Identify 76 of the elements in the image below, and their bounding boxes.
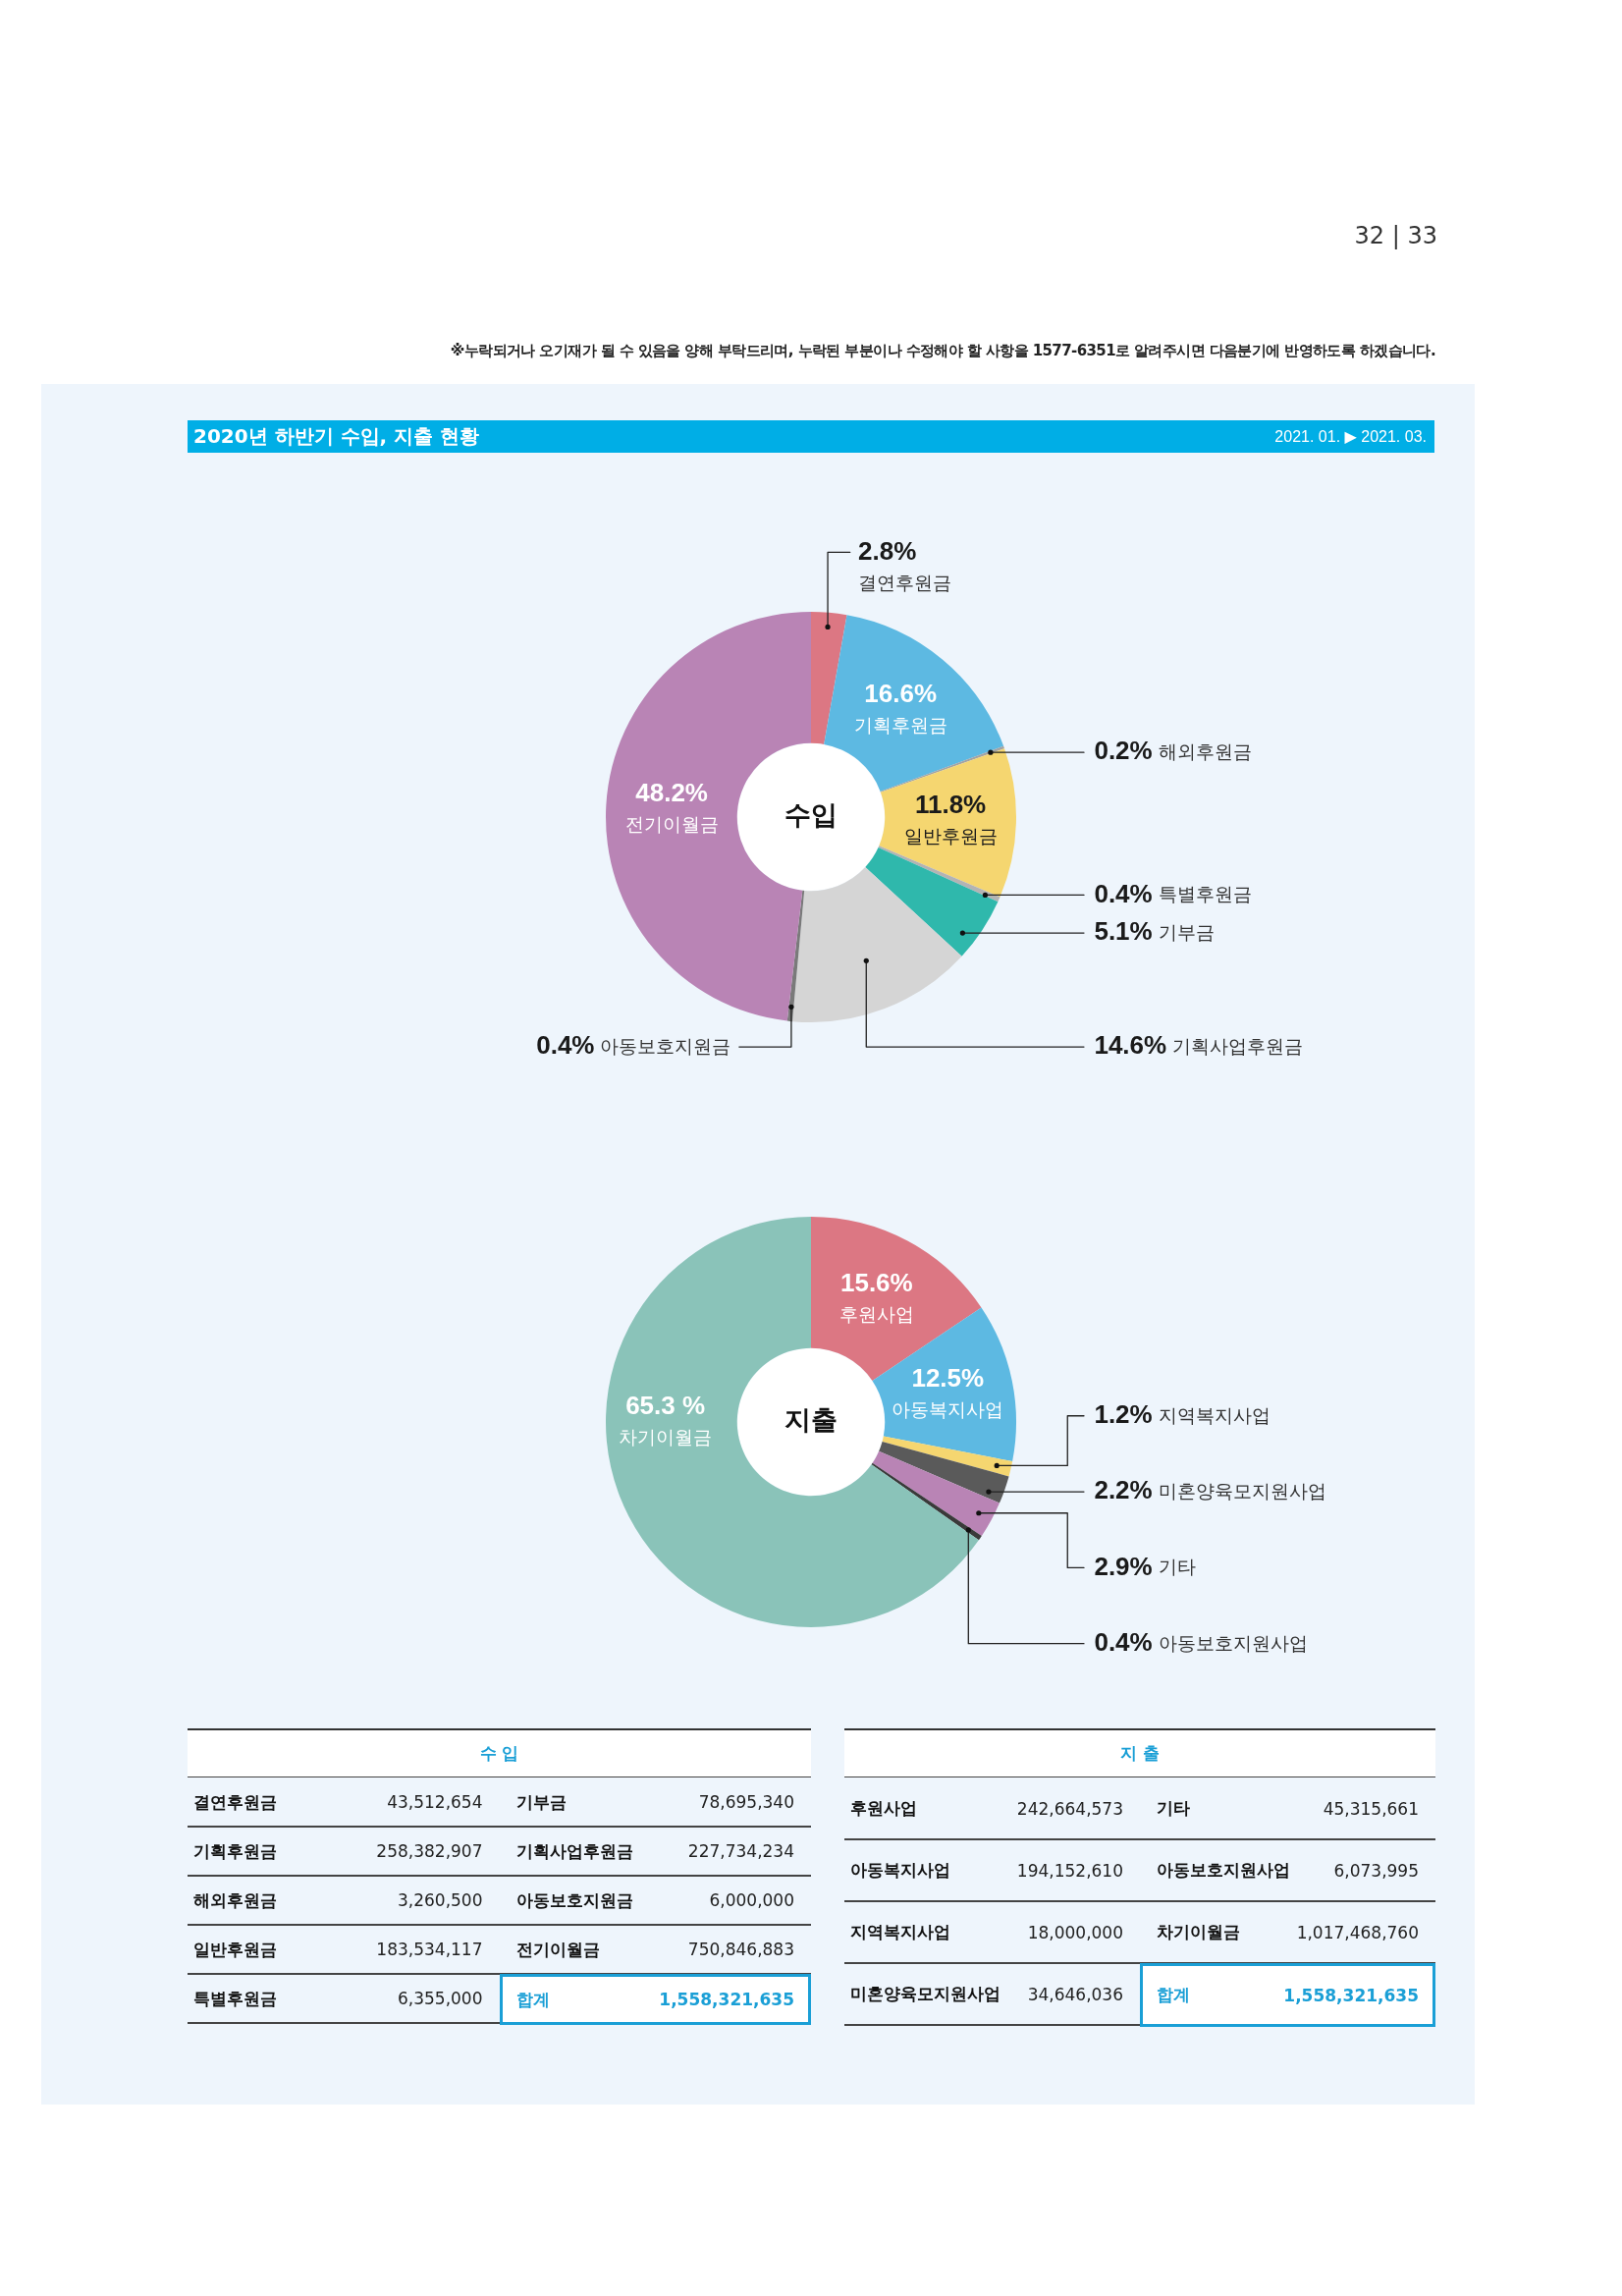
slice-label: 특별후원금 — [1158, 883, 1252, 905]
slice-label: 해외후원금 — [1158, 740, 1252, 763]
slice-label: 기타 — [1158, 1556, 1196, 1578]
data-label: 2.8% — [858, 535, 917, 566]
data-label: 12.5% — [911, 1363, 985, 1394]
data-label: 16.6% — [864, 679, 938, 709]
data-label: 2.2% — [1094, 1475, 1153, 1505]
text: 지출 — [784, 1404, 838, 1436]
text: 1,558,321,635 — [1283, 1985, 1419, 2005]
text: 지 출 — [1120, 1742, 1160, 1765]
text: 78,695,340 — [698, 1792, 794, 1812]
category-label: 결연후원금 — [193, 1791, 277, 1812]
slice-label: 후원사업 — [838, 1302, 914, 1325]
text: 227,734,234 — [687, 1841, 794, 1861]
text: 6,355,000 — [397, 1989, 483, 2008]
text: 34,646,036 — [1027, 1984, 1123, 2004]
text: 2021. 01. ▶ 2021. 03. — [1274, 427, 1427, 446]
slice-label: 결연후원금 — [858, 571, 952, 593]
text: 6,000,000 — [709, 1890, 794, 1910]
slice-label: 기획후원금 — [853, 713, 947, 736]
category-label: 기획사업후원금 — [515, 1840, 633, 1861]
slice-label: 아동복지사업 — [892, 1397, 1004, 1420]
text: 6,073,995 — [1333, 1860, 1419, 1881]
data-label: 0.4% — [536, 1030, 595, 1061]
data-label: 2.9% — [1094, 1551, 1153, 1581]
data-label: 0.4% — [1094, 878, 1153, 908]
text: 43,512,654 — [387, 1792, 483, 1812]
slice-label: 전기이월금 — [624, 812, 719, 835]
text: 수입 — [784, 799, 838, 831]
category-label: 아동보호지원사업 — [1157, 1860, 1290, 1880]
data-label: 11.8% — [914, 790, 987, 820]
slice-label: 기획사업후원금 — [1172, 1035, 1304, 1058]
slice-label: 아동보호지원금 — [600, 1035, 731, 1058]
category-label: 특별후원금 — [193, 1988, 277, 2008]
text: 242,664,573 — [1016, 1798, 1123, 1819]
text: 194,152,610 — [1016, 1860, 1123, 1881]
category-label: 전기이월금 — [515, 1939, 600, 1959]
data-label: 0.4% — [1094, 1626, 1153, 1657]
text: 183,534,117 — [376, 1940, 483, 1959]
category-label: 일반후원금 — [193, 1939, 277, 1959]
category-label: 아동보호지원금 — [515, 1889, 633, 1910]
category-label: 후원사업 — [850, 1798, 917, 1818]
data-label: 0.2% — [1094, 736, 1153, 766]
text: 수 입 — [479, 1742, 519, 1765]
data-label: 48.2% — [635, 777, 708, 807]
data-label: 14.6% — [1094, 1030, 1167, 1061]
category-label: 기획후원금 — [193, 1840, 277, 1861]
text: ※누락되거나 오기재가 될 수 있음을 양해 부탁드리며, 누락된 부분이나 수정해야 할 사항을 1577-6351로 알려주시면 다음분기에 반영하도록 하겠습니다. — [450, 342, 1435, 360]
data-label: 65.3 % — [625, 1391, 706, 1421]
text: 258,382,907 — [376, 1841, 483, 1861]
slice-label: 미혼양육모지원사업 — [1158, 1480, 1326, 1502]
text: 45,315,661 — [1323, 1798, 1419, 1819]
category-label: 기타 — [1157, 1798, 1190, 1818]
text: 1,017,468,760 — [1296, 1922, 1419, 1942]
category-label: 차기이월금 — [1157, 1922, 1240, 1941]
text: 32 | 33 — [1354, 222, 1437, 249]
text: 합계 — [515, 1989, 550, 2009]
text: 2020년 하반기 수입, 지출 현황 — [193, 423, 480, 450]
slice-label: 기부금 — [1158, 921, 1215, 944]
data-label: 5.1% — [1094, 916, 1153, 947]
text: 750,846,883 — [687, 1940, 794, 1959]
text: 18,000,000 — [1027, 1922, 1123, 1942]
data-label: 15.6% — [839, 1267, 913, 1297]
slice-label: 차기이월금 — [619, 1425, 713, 1448]
category-label: 해외후원금 — [193, 1889, 277, 1910]
category-label: 미혼양육모지원사업 — [850, 1984, 1000, 2003]
text: 1,558,321,635 — [659, 1990, 794, 2009]
category-label: 기부금 — [515, 1791, 567, 1812]
category-label: 지역복지사업 — [850, 1922, 950, 1941]
slice-label: 지역복지사업 — [1158, 1403, 1271, 1426]
data-label: 1.2% — [1094, 1398, 1153, 1429]
category-label: 아동복지사업 — [850, 1860, 950, 1880]
slice-label: 아동보호지원사업 — [1158, 1631, 1308, 1654]
text: 합계 — [1157, 1985, 1190, 2004]
text: 3,260,500 — [397, 1890, 483, 1910]
slice-label: 일반후원금 — [903, 825, 998, 847]
